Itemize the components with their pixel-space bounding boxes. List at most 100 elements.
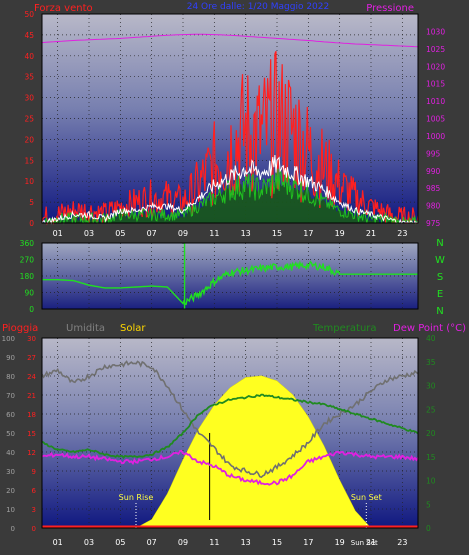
y-tick-label-temperature: 15 bbox=[426, 453, 436, 462]
y-tick-label-temperature: 35 bbox=[426, 358, 436, 367]
y-tick-label-pressure: 985 bbox=[426, 184, 441, 193]
y-tick-label-pressure: 1015 bbox=[426, 80, 445, 89]
chart-title: 24 Ore dalle: 1/20 Maggio 2022 bbox=[187, 2, 330, 12]
y-tick-label-temperature: 0 bbox=[426, 524, 431, 533]
mid-data bbox=[42, 243, 418, 309]
top-data bbox=[41, 33, 419, 226]
x-tick-label: 23 bbox=[397, 538, 407, 547]
top-axes: 0510152025303540455097598098599099510001… bbox=[24, 10, 445, 238]
x-tick-label: 11 bbox=[209, 229, 219, 238]
y-tick-label-direction: 180 bbox=[20, 272, 35, 281]
y-tick-label-wind: 20 bbox=[24, 135, 34, 144]
y-tick-label-humidity: 100 bbox=[2, 335, 15, 343]
sun-set-axis-label: Sun Set bbox=[351, 539, 378, 547]
solar-label: Solar bbox=[120, 323, 146, 334]
y-tick-label-wind: 15 bbox=[24, 156, 34, 165]
y-tick-label-wind: 25 bbox=[24, 115, 34, 124]
x-tick-label: 13 bbox=[241, 538, 251, 547]
y-tick-label-rain: 18 bbox=[27, 411, 36, 419]
mid-panel-border bbox=[41, 242, 419, 310]
x-tick-label: 05 bbox=[115, 538, 125, 547]
x-tick-label: 11 bbox=[209, 538, 219, 547]
rain-label: Pioggia bbox=[2, 323, 38, 334]
y-tick-label-humidity: 60 bbox=[6, 411, 15, 419]
y-tick-label-pressure: 1000 bbox=[426, 132, 445, 141]
y-tick-label-pressure: 1020 bbox=[426, 62, 445, 71]
y-tick-label-temperature: 40 bbox=[426, 334, 436, 343]
humidity-label: Umidita bbox=[66, 323, 105, 334]
y-tick-label-pressure: 1010 bbox=[426, 97, 445, 106]
compass-letter: N bbox=[436, 306, 443, 317]
x-tick-label: 19 bbox=[335, 538, 345, 547]
y-tick-label-pressure: 975 bbox=[426, 219, 441, 228]
y-tick-label-wind: 40 bbox=[24, 52, 34, 61]
y-tick-label-wind: 50 bbox=[24, 10, 34, 19]
y-tick-label-pressure: 995 bbox=[426, 149, 441, 158]
y-tick-label-humidity: 10 bbox=[6, 506, 15, 514]
wind-speed-area bbox=[42, 180, 418, 223]
y-tick-label-humidity: 80 bbox=[6, 373, 15, 381]
wind-force-label: Forza vento bbox=[34, 3, 93, 14]
wind-avg-line bbox=[41, 154, 419, 225]
y-tick-label-temperature: 20 bbox=[426, 429, 436, 438]
y-tick-label-rain: 9 bbox=[32, 468, 36, 476]
y-tick-label-wind: 45 bbox=[24, 31, 34, 40]
sun-set-label: Sun Set bbox=[351, 493, 382, 502]
y-tick-label-rain: 12 bbox=[27, 449, 36, 457]
y-tick-label-pressure: 1005 bbox=[426, 115, 445, 124]
y-tick-label-humidity: 30 bbox=[6, 468, 15, 476]
y-tick-label-direction: 90 bbox=[24, 289, 34, 298]
y-tick-label-pressure: 1030 bbox=[426, 27, 445, 36]
mid-axes: 0 90 180 270 360 bbox=[20, 239, 35, 314]
x-tick-label: 03 bbox=[84, 538, 94, 547]
y-tick-label-wind: 35 bbox=[24, 73, 34, 82]
temperature-line bbox=[41, 393, 419, 459]
sun-rise-label: Sun Rise bbox=[119, 493, 154, 502]
compass-letter: W bbox=[435, 255, 445, 266]
y-tick-label-rain: 30 bbox=[27, 335, 36, 343]
x-tick-label: 03 bbox=[84, 229, 94, 238]
x-tick-label: 21 bbox=[366, 229, 376, 238]
y-tick-label-wind: 30 bbox=[24, 94, 34, 103]
x-tick-label: 15 bbox=[272, 229, 282, 238]
dew-point-line bbox=[41, 449, 419, 486]
y-tick-label-humidity: 90 bbox=[6, 354, 15, 362]
y-tick-label-temperature: 10 bbox=[426, 477, 436, 486]
y-tick-label-temperature: 25 bbox=[426, 405, 436, 414]
x-tick-label: 01 bbox=[53, 229, 63, 238]
compass-letter: N bbox=[436, 238, 443, 249]
y-tick-label-rain: 0 bbox=[32, 525, 36, 533]
x-tick-label: 01 bbox=[53, 538, 63, 547]
x-tick-label: 17 bbox=[303, 229, 313, 238]
temperature-label: Temperatura bbox=[312, 323, 377, 334]
y-tick-label-direction: 360 bbox=[20, 239, 35, 248]
y-tick-label-direction: 270 bbox=[20, 256, 35, 265]
compass-letter: E bbox=[437, 289, 443, 300]
x-tick-label: 09 bbox=[178, 229, 188, 238]
y-tick-label-pressure: 980 bbox=[426, 202, 441, 211]
y-tick-label-pressure: 990 bbox=[426, 167, 441, 176]
y-tick-label-rain: 15 bbox=[27, 430, 36, 438]
y-tick-label-rain: 27 bbox=[27, 354, 36, 362]
y-tick-label-humidity: 70 bbox=[6, 392, 15, 400]
y-tick-label-humidity: 40 bbox=[6, 449, 15, 457]
x-tick-label: 09 bbox=[178, 538, 188, 547]
compass-letter: S bbox=[437, 272, 443, 283]
y-tick-label-rain: 6 bbox=[32, 487, 37, 495]
y-tick-label-humidity: 50 bbox=[6, 430, 15, 438]
y-tick-label-rain: 3 bbox=[32, 506, 36, 514]
x-tick-label: 19 bbox=[335, 229, 345, 238]
x-tick-label: 07 bbox=[147, 538, 157, 547]
y-tick-label-humidity: 20 bbox=[6, 487, 15, 495]
x-tick-label: 23 bbox=[397, 229, 407, 238]
pressure-label: Pressione bbox=[366, 3, 414, 14]
y-tick-label-wind: 5 bbox=[29, 198, 34, 207]
y-tick-label-rain: 24 bbox=[27, 373, 36, 381]
x-tick-label: 05 bbox=[115, 229, 125, 238]
pressure-line bbox=[41, 33, 419, 48]
y-tick-label-temperature: 5 bbox=[426, 500, 431, 509]
x-tick-label: 13 bbox=[241, 229, 251, 238]
